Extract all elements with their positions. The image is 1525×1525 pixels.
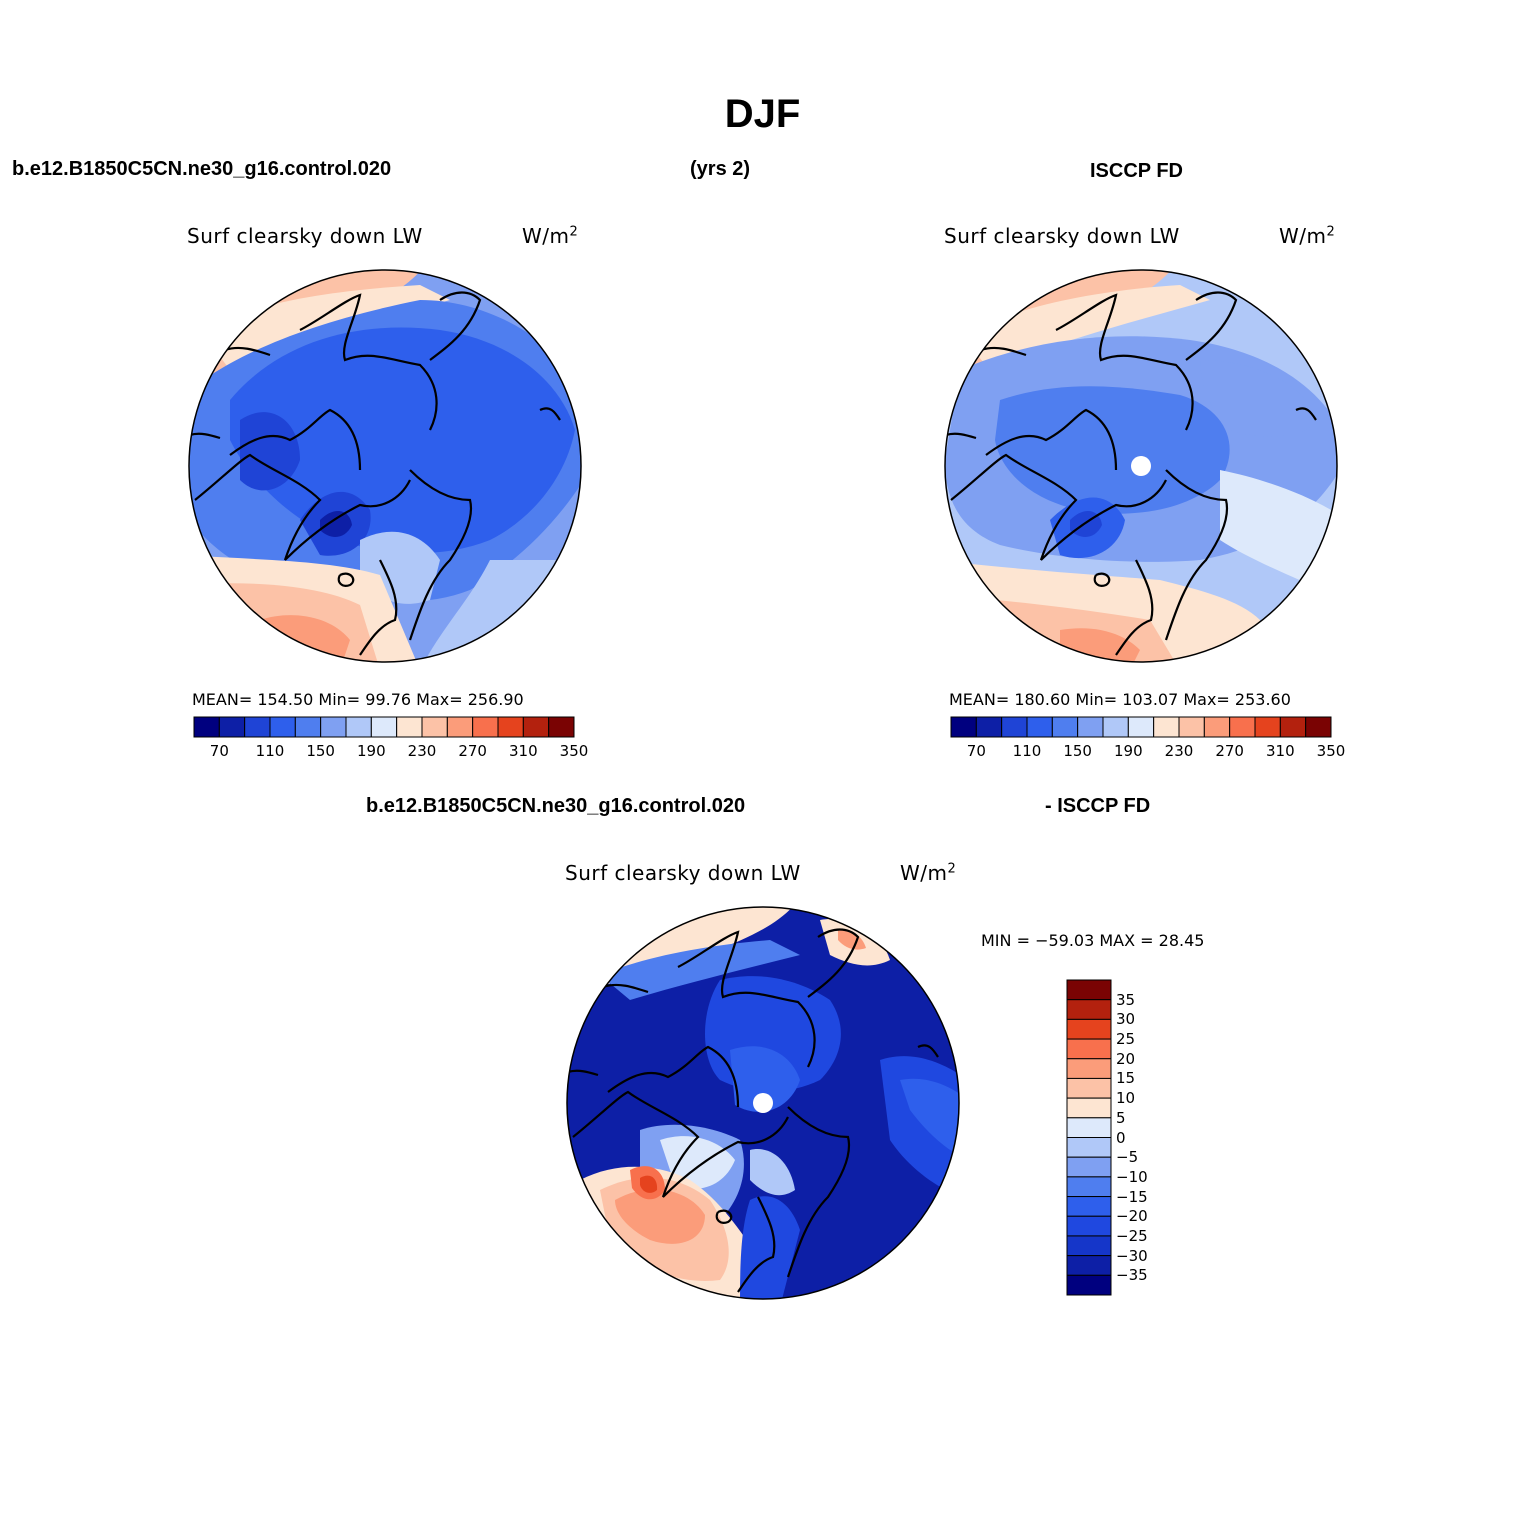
obs-colorbar-swatch: [1153, 716, 1180, 738]
model-colorbar-swatch: [472, 716, 499, 738]
diff-panel-variable: Surf clearsky down LW: [565, 861, 801, 885]
obs-colorbar-swatch: [1178, 716, 1205, 738]
diff-colorbar-swatch: [1066, 999, 1112, 1020]
model-colorbar-tick-label: 310: [509, 742, 538, 760]
model-colorbar-swatch: [244, 716, 271, 738]
diff-colorbar-tick-label: −15: [1116, 1187, 1148, 1206]
obs-colorbar-swatch: [1279, 716, 1307, 738]
model-colorbar-swatch: [193, 716, 220, 738]
model-colorbar-swatch: [345, 716, 372, 738]
diff-colorbar-swatch: [1066, 1235, 1112, 1257]
diff-colorbar-swatch: [1066, 1058, 1112, 1079]
model-colorbar-swatch: [421, 716, 448, 738]
model-colorbar-tick-label: 350: [559, 742, 589, 760]
obs-colorbar-swatch: [1102, 716, 1129, 738]
diff-colorbar-swatch: [1066, 1255, 1112, 1276]
obs-colorbar-tick-label: 110: [1012, 742, 1042, 760]
obs-colorbar-swatch: [1001, 716, 1028, 738]
obs-colorbar-tick-label: 350: [1316, 742, 1346, 760]
obs-colorbar-swatch: [1127, 716, 1155, 738]
diff-colorbar-tick-label: 15: [1116, 1069, 1136, 1088]
main-title: DJF: [724, 92, 801, 136]
obs-colorbar-tick-label: 190: [1114, 742, 1143, 760]
diff-colorbar-tick-label: −5: [1116, 1148, 1139, 1167]
diff-colorbar-tick-label: −10: [1116, 1167, 1148, 1186]
diff-colorbar-tick-label: −20: [1116, 1207, 1148, 1226]
model-stats: MEAN= 154.50 Min= 99.76 Max= 256.90: [192, 690, 524, 709]
diff-colorbar-tick-label: 25: [1116, 1030, 1136, 1049]
years-label: (yrs 2): [690, 158, 751, 180]
diff-colorbar-tick-label: −30: [1116, 1246, 1148, 1265]
model-colorbar-tick-label: 230: [407, 742, 437, 760]
obs-colorbar-swatch: [1077, 716, 1104, 738]
diff-colorbar-swatch: [1066, 1137, 1112, 1158]
diff-colorbar-swatch: [1066, 1176, 1112, 1198]
diff-polar-map: [567, 907, 959, 1299]
diff-colorbar-tick-label: 5: [1116, 1108, 1126, 1127]
diff-colorbar-tick-label: 30: [1116, 1010, 1136, 1029]
model-panel-variable: Surf clearsky down LW: [187, 224, 423, 248]
diff-colorbar-swatch: [1066, 1196, 1112, 1217]
obs-colorbar-tick-label: 70: [966, 742, 986, 760]
model-colorbar-tick-label: 70: [209, 742, 229, 760]
diff-colorbar-swatch: [1066, 1215, 1112, 1237]
obs-dataset-name: ISCCP FD: [1090, 160, 1183, 182]
obs-colorbar-swatch: [1051, 716, 1079, 738]
diff-stats: MIN = −59.03 MAX = 28.45: [981, 931, 1205, 950]
model-colorbar-tick-label: 270: [458, 742, 487, 760]
diff-colorbar-swatch: [1066, 1156, 1112, 1178]
diff-obs-name: - ISCCP FD: [1045, 795, 1151, 817]
obs-colorbar-swatch: [1229, 716, 1256, 738]
obs-colorbar-tick-label: 310: [1266, 742, 1295, 760]
diff-colorbar-tick-label: −25: [1116, 1226, 1148, 1245]
diff-colorbar-tick-label: 10: [1116, 1089, 1136, 1108]
model-colorbar-swatch: [548, 716, 575, 738]
diff-colorbar-swatch: [1066, 1038, 1112, 1060]
diff-colorbar-tick-label: 0: [1116, 1128, 1126, 1147]
diff-colorbar-swatch: [1066, 1077, 1112, 1099]
model-colorbar-tick-label: 150: [306, 742, 335, 760]
obs-stats: MEAN= 180.60 Min= 103.07 Max= 253.60: [949, 690, 1291, 709]
diff-case-name: b.e12.B1850C5CN.ne30_g16.control.020: [366, 795, 746, 817]
model-colorbar-tick-label: 110: [255, 742, 285, 760]
model-case-name: b.e12.B1850C5CN.ne30_g16.control.020: [12, 158, 392, 180]
model-colorbar-swatch: [320, 716, 347, 738]
model-colorbar-swatch: [396, 716, 423, 738]
obs-panel-units: W/m2: [1279, 224, 1336, 248]
obs-colorbar-swatch: [975, 716, 1003, 738]
diff-colorbar-swatch: [1066, 1117, 1112, 1138]
obs-colorbar-swatch: [1026, 716, 1053, 738]
model-colorbar-swatch: [497, 716, 524, 738]
model-colorbar-swatch: [294, 716, 322, 738]
model-colorbar-swatch: [269, 716, 296, 738]
diff-colorbar-swatch: [1066, 1274, 1112, 1296]
diff-panel-units: W/m2: [900, 861, 957, 885]
obs-colorbar-swatch: [950, 716, 977, 738]
model-colorbar-swatch: [446, 716, 474, 738]
obs-colorbar-swatch: [1305, 716, 1332, 738]
obs-colorbar-tick-label: 270: [1215, 742, 1244, 760]
obs-panel-variable: Surf clearsky down LW: [944, 224, 1180, 248]
diff-colorbar-swatch: [1066, 1097, 1112, 1119]
diff-colorbar-swatch: [1066, 979, 1112, 1001]
diff-colorbar-tick-label: −35: [1116, 1266, 1148, 1285]
diff-colorbar-tick-label: 20: [1116, 1049, 1136, 1068]
model-colorbar-swatch: [370, 716, 398, 738]
obs-colorbar-tick-label: 150: [1063, 742, 1092, 760]
obs-colorbar-swatch: [1203, 716, 1231, 738]
model-colorbar-tick-label: 190: [357, 742, 386, 760]
model-colorbar-swatch: [522, 716, 550, 738]
model-panel-units: W/m2: [522, 224, 579, 248]
obs-colorbar-tick-label: 230: [1164, 742, 1194, 760]
diff-colorbar-tick-label: 35: [1116, 990, 1136, 1009]
obs-colorbar-swatch: [1254, 716, 1281, 738]
model-colorbar-swatch: [218, 716, 246, 738]
diff-colorbar-swatch: [1066, 1018, 1112, 1040]
